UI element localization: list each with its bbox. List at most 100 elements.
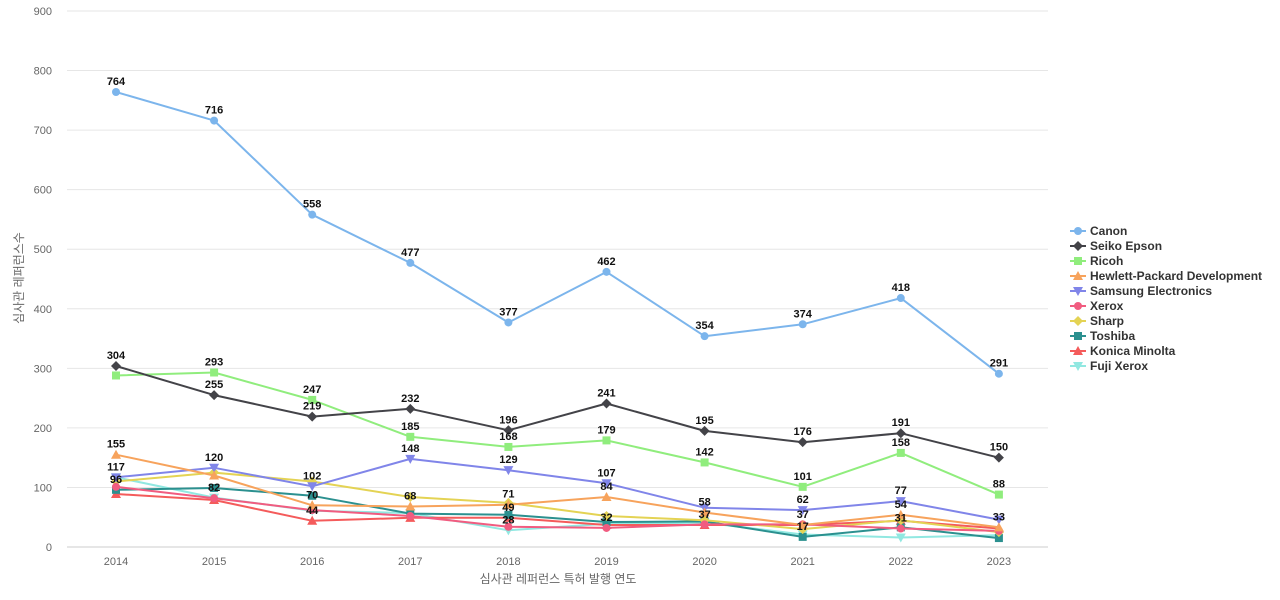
- data-point-seiko-epson[interactable]: [895, 428, 906, 439]
- data-point-toshiba[interactable]: [994, 534, 1003, 543]
- data-point-hewlett-packard-development[interactable]: [405, 501, 416, 511]
- data-point-samsung-electronics[interactable]: [503, 466, 514, 476]
- data-point-seiko-epson[interactable]: [307, 411, 318, 422]
- data-label: 195: [695, 415, 713, 427]
- data-point-canon[interactable]: [406, 258, 415, 267]
- series-line-ricoh[interactable]: [115, 371, 1000, 496]
- data-point-seiko-epson[interactable]: [503, 425, 514, 436]
- series-lines: [111, 87, 1004, 543]
- series-line-toshiba[interactable]: [115, 487, 1000, 540]
- legend-item-ricoh[interactable]: Ricoh: [1070, 254, 1123, 268]
- series-line-canon[interactable]: [115, 91, 1000, 375]
- x-tick-label: 2019: [594, 556, 618, 568]
- data-point-seiko-epson[interactable]: [111, 360, 121, 371]
- data-point-canon[interactable]: [994, 369, 1003, 378]
- data-point-seiko-epson[interactable]: [405, 403, 416, 414]
- data-point-xerox[interactable]: [602, 523, 611, 532]
- data-point-ricoh[interactable]: [896, 448, 905, 457]
- data-point-canon[interactable]: [602, 267, 611, 276]
- data-point-toshiba[interactable]: [210, 484, 219, 493]
- data-point-fuji-xerox[interactable]: [895, 533, 906, 543]
- data-point-ricoh[interactable]: [700, 458, 709, 467]
- data-point-samsung-electronics[interactable]: [895, 497, 906, 507]
- data-point-xerox[interactable]: [406, 512, 415, 521]
- data-point-ricoh[interactable]: [308, 395, 317, 404]
- data-point-ricoh[interactable]: [210, 368, 219, 377]
- data-label: 191: [892, 417, 910, 429]
- series-line-seiko-epson[interactable]: [115, 365, 1000, 459]
- data-point-hewlett-packard-development[interactable]: [699, 507, 710, 517]
- data-point-sharp[interactable]: [601, 511, 612, 522]
- data-label: 291: [990, 358, 1008, 370]
- legend-item-xerox[interactable]: Xerox: [1070, 299, 1124, 313]
- data-point-canon[interactable]: [112, 87, 120, 96]
- series-line-xerox[interactable]: [115, 485, 1000, 532]
- series-line-konica-minolta[interactable]: [115, 493, 1000, 530]
- data-point-hewlett-packard-development[interactable]: [209, 470, 220, 480]
- data-point-canon[interactable]: [504, 318, 513, 327]
- data-label: 96: [110, 474, 122, 486]
- data-point-samsung-electronics[interactable]: [405, 454, 416, 464]
- data-point-canon[interactable]: [700, 332, 709, 341]
- data-point-ricoh[interactable]: [112, 371, 120, 380]
- series-line-hewlett-packard-development[interactable]: [115, 453, 1000, 529]
- data-point-hewlett-packard-development[interactable]: [601, 491, 612, 501]
- data-point-samsung-electronics[interactable]: [797, 506, 808, 516]
- legend-item-canon[interactable]: Canon: [1070, 224, 1127, 238]
- data-point-xerox[interactable]: [504, 522, 513, 531]
- legend-item-hewlett-packard-development[interactable]: Hewlett-Packard Development: [1070, 269, 1262, 283]
- data-point-hewlett-packard-development[interactable]: [993, 522, 1004, 532]
- data-point-xerox[interactable]: [210, 494, 219, 503]
- data-point-toshiba[interactable]: [602, 517, 611, 526]
- data-point-xerox[interactable]: [700, 520, 709, 529]
- data-point-ricoh[interactable]: [406, 432, 415, 441]
- data-point-samsung-electronics[interactable]: [601, 479, 612, 489]
- legend-item-konica-minolta[interactable]: Konica Minolta: [1070, 344, 1176, 358]
- series-samsung-electronics: [111, 454, 1004, 525]
- data-point-hewlett-packard-development[interactable]: [307, 500, 318, 510]
- data-point-toshiba[interactable]: [798, 532, 807, 541]
- data-point-canon[interactable]: [210, 116, 219, 125]
- legend-item-sharp[interactable]: Sharp: [1070, 314, 1124, 328]
- data-point-seiko-epson[interactable]: [601, 398, 612, 409]
- data-point-konica-minolta[interactable]: [307, 515, 318, 525]
- legend-marker: [1074, 302, 1082, 310]
- data-point-seiko-epson[interactable]: [993, 452, 1004, 463]
- series-line-samsung-electronics[interactable]: [115, 457, 1000, 521]
- data-point-samsung-electronics[interactable]: [993, 515, 1004, 525]
- data-point-hewlett-packard-development[interactable]: [895, 509, 906, 519]
- data-point-toshiba[interactable]: [308, 491, 317, 500]
- data-point-seiko-epson[interactable]: [797, 437, 808, 448]
- data-point-ricoh[interactable]: [994, 490, 1003, 499]
- data-point-seiko-epson[interactable]: [209, 390, 220, 401]
- legend-label: Xerox: [1090, 299, 1124, 313]
- data-point-ricoh[interactable]: [602, 436, 611, 445]
- legend-marker: [1073, 271, 1083, 280]
- data-label: 241: [597, 387, 615, 399]
- legend-item-fuji-xerox[interactable]: Fuji Xerox: [1070, 359, 1148, 373]
- data-point-xerox[interactable]: [896, 524, 905, 533]
- legend-item-toshiba[interactable]: Toshiba: [1070, 329, 1135, 343]
- data-point-canon[interactable]: [308, 210, 317, 219]
- data-point-samsung-electronics[interactable]: [307, 482, 318, 492]
- legend-item-seiko-epson[interactable]: Seiko Epson: [1070, 239, 1162, 253]
- data-point-seiko-epson[interactable]: [699, 425, 710, 436]
- data-point-xerox[interactable]: [112, 482, 120, 491]
- data-point-samsung-electronics[interactable]: [209, 463, 220, 473]
- y-tick-label: 0: [46, 542, 52, 554]
- data-point-hewlett-packard-development[interactable]: [503, 499, 514, 509]
- series-seiko-epson: [111, 360, 1004, 463]
- legend-item-samsung-electronics[interactable]: Samsung Electronics: [1070, 284, 1212, 298]
- data-point-toshiba[interactable]: [504, 510, 513, 519]
- data-point-canon[interactable]: [798, 320, 807, 329]
- data-point-hewlett-packard-development[interactable]: [797, 519, 808, 529]
- data-point-canon[interactable]: [896, 294, 905, 303]
- data-label: 185: [401, 421, 419, 433]
- legend-label: Canon: [1090, 224, 1127, 238]
- data-point-ricoh[interactable]: [798, 482, 807, 491]
- data-point-hewlett-packard-development[interactable]: [111, 449, 121, 459]
- data-point-samsung-electronics[interactable]: [111, 473, 121, 483]
- data-point-sharp[interactable]: [405, 491, 416, 502]
- data-point-ricoh[interactable]: [504, 442, 513, 451]
